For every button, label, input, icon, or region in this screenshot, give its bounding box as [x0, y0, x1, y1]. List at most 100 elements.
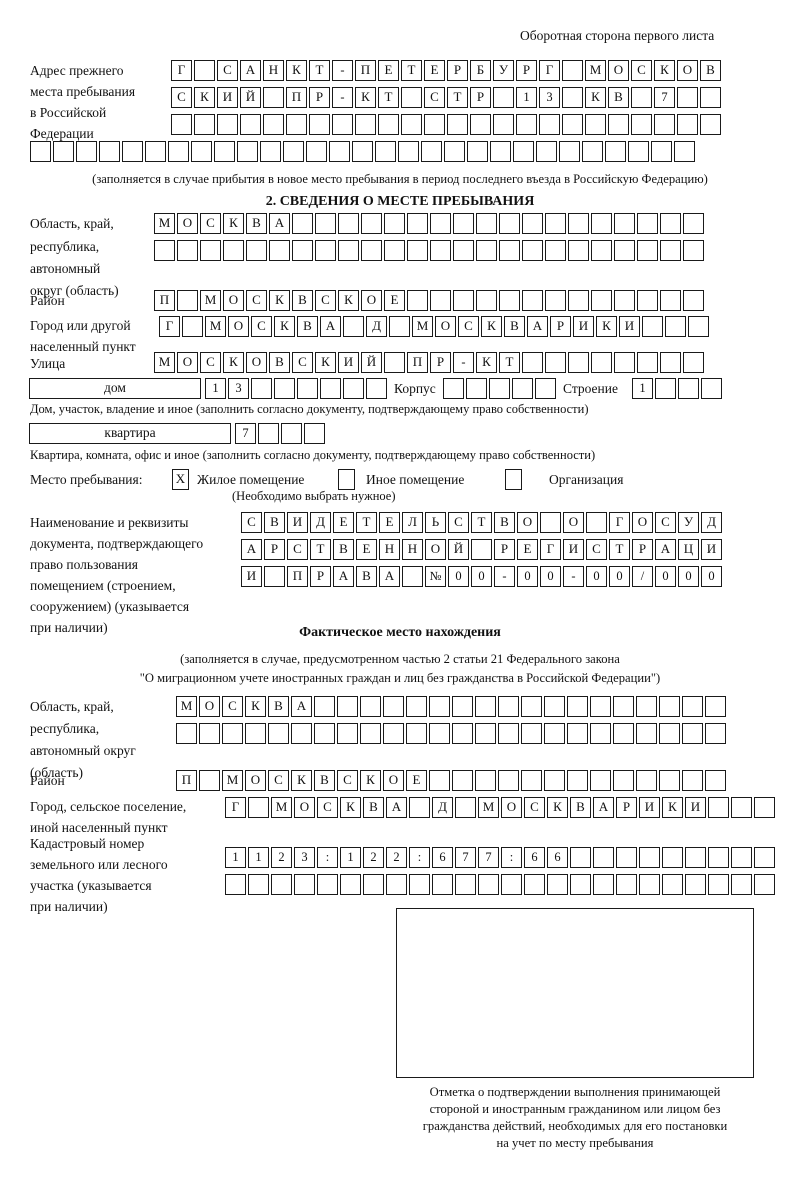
char-cell[interactable]: [708, 874, 729, 895]
char-cell[interactable]: [512, 378, 533, 399]
char-cell[interactable]: М: [271, 797, 292, 818]
char-cell[interactable]: А: [655, 539, 676, 560]
char-cell[interactable]: Р: [310, 566, 331, 587]
char-cell[interactable]: [544, 723, 565, 744]
char-cell[interactable]: Т: [447, 87, 468, 108]
char-cell[interactable]: [682, 723, 703, 744]
char-cell[interactable]: [660, 290, 681, 311]
char-cell[interactable]: А: [379, 566, 400, 587]
section2-region-row-2[interactable]: [154, 240, 704, 261]
char-cell[interactable]: [320, 378, 341, 399]
char-cell[interactable]: [452, 696, 473, 717]
char-cell[interactable]: С: [458, 316, 479, 337]
char-cell[interactable]: [513, 141, 534, 162]
char-cell[interactable]: [286, 114, 307, 135]
char-cell[interactable]: [522, 352, 543, 373]
char-cell[interactable]: [455, 874, 476, 895]
korpus-cells[interactable]: [443, 378, 556, 399]
char-cell[interactable]: В: [356, 566, 377, 587]
char-cell[interactable]: [498, 723, 519, 744]
char-cell[interactable]: С: [315, 290, 336, 311]
char-cell[interactable]: Л: [402, 512, 423, 533]
char-cell[interactable]: [498, 770, 519, 791]
char-cell[interactable]: Е: [424, 60, 445, 81]
char-cell[interactable]: [53, 141, 74, 162]
char-cell[interactable]: В: [297, 316, 318, 337]
char-cell[interactable]: В: [314, 770, 335, 791]
char-cell[interactable]: [685, 847, 706, 868]
char-cell[interactable]: [642, 316, 663, 337]
char-cell[interactable]: Е: [406, 770, 427, 791]
char-cell[interactable]: [754, 847, 775, 868]
char-cell[interactable]: П: [355, 60, 376, 81]
char-cell[interactable]: [470, 114, 491, 135]
char-cell[interactable]: [263, 87, 284, 108]
char-cell[interactable]: 1: [248, 847, 269, 868]
char-cell[interactable]: 6: [524, 847, 545, 868]
char-cell[interactable]: :: [501, 847, 522, 868]
char-cell[interactable]: 2: [271, 847, 292, 868]
prev-address-row-3[interactable]: [171, 114, 721, 135]
char-cell[interactable]: В: [504, 316, 525, 337]
char-cell[interactable]: О: [177, 213, 198, 234]
char-cell[interactable]: [122, 141, 143, 162]
char-cell[interactable]: [246, 240, 267, 261]
char-cell[interactable]: [248, 874, 269, 895]
char-cell[interactable]: [660, 352, 681, 373]
char-cell[interactable]: [613, 723, 634, 744]
char-cell[interactable]: [429, 770, 450, 791]
char-cell[interactable]: [636, 770, 657, 791]
char-cell[interactable]: [268, 723, 289, 744]
char-cell[interactable]: [544, 770, 565, 791]
stay-type-checkbox-organization[interactable]: [505, 469, 522, 490]
char-cell[interactable]: [754, 874, 775, 895]
char-cell[interactable]: К: [245, 696, 266, 717]
char-cell[interactable]: И: [619, 316, 640, 337]
char-cell[interactable]: [258, 423, 279, 444]
char-cell[interactable]: Е: [356, 539, 377, 560]
char-cell[interactable]: С: [292, 352, 313, 373]
char-cell[interactable]: :: [317, 847, 338, 868]
char-cell[interactable]: [568, 213, 589, 234]
char-cell[interactable]: С: [241, 512, 262, 533]
char-cell[interactable]: [343, 378, 364, 399]
char-cell[interactable]: [271, 874, 292, 895]
char-cell[interactable]: [340, 874, 361, 895]
char-cell[interactable]: [677, 114, 698, 135]
char-cell[interactable]: [306, 141, 327, 162]
char-cell[interactable]: [636, 696, 657, 717]
char-cell[interactable]: [361, 240, 382, 261]
char-cell[interactable]: [674, 141, 695, 162]
char-cell[interactable]: [453, 240, 474, 261]
char-cell[interactable]: [337, 723, 358, 744]
char-cell[interactable]: Р: [309, 87, 330, 108]
char-cell[interactable]: [199, 723, 220, 744]
char-cell[interactable]: Р: [516, 60, 537, 81]
char-cell[interactable]: Т: [310, 539, 331, 560]
char-cell[interactable]: [562, 87, 583, 108]
char-cell[interactable]: Р: [632, 539, 653, 560]
char-cell[interactable]: [614, 240, 635, 261]
char-cell[interactable]: [590, 770, 611, 791]
char-cell[interactable]: Е: [333, 512, 354, 533]
char-cell[interactable]: [490, 141, 511, 162]
char-cell[interactable]: /: [632, 566, 653, 587]
char-cell[interactable]: Д: [432, 797, 453, 818]
char-cell[interactable]: [501, 874, 522, 895]
char-cell[interactable]: Т: [378, 87, 399, 108]
char-cell[interactable]: [30, 141, 51, 162]
char-cell[interactable]: [516, 114, 537, 135]
char-cell[interactable]: [700, 87, 721, 108]
char-cell[interactable]: [499, 213, 520, 234]
char-cell[interactable]: Е: [517, 539, 538, 560]
char-cell[interactable]: [489, 378, 510, 399]
char-cell[interactable]: [421, 141, 442, 162]
char-cell[interactable]: [582, 141, 603, 162]
char-cell[interactable]: [343, 316, 364, 337]
char-cell[interactable]: О: [608, 60, 629, 81]
char-cell[interactable]: -: [332, 87, 353, 108]
char-cell[interactable]: Г: [540, 539, 561, 560]
